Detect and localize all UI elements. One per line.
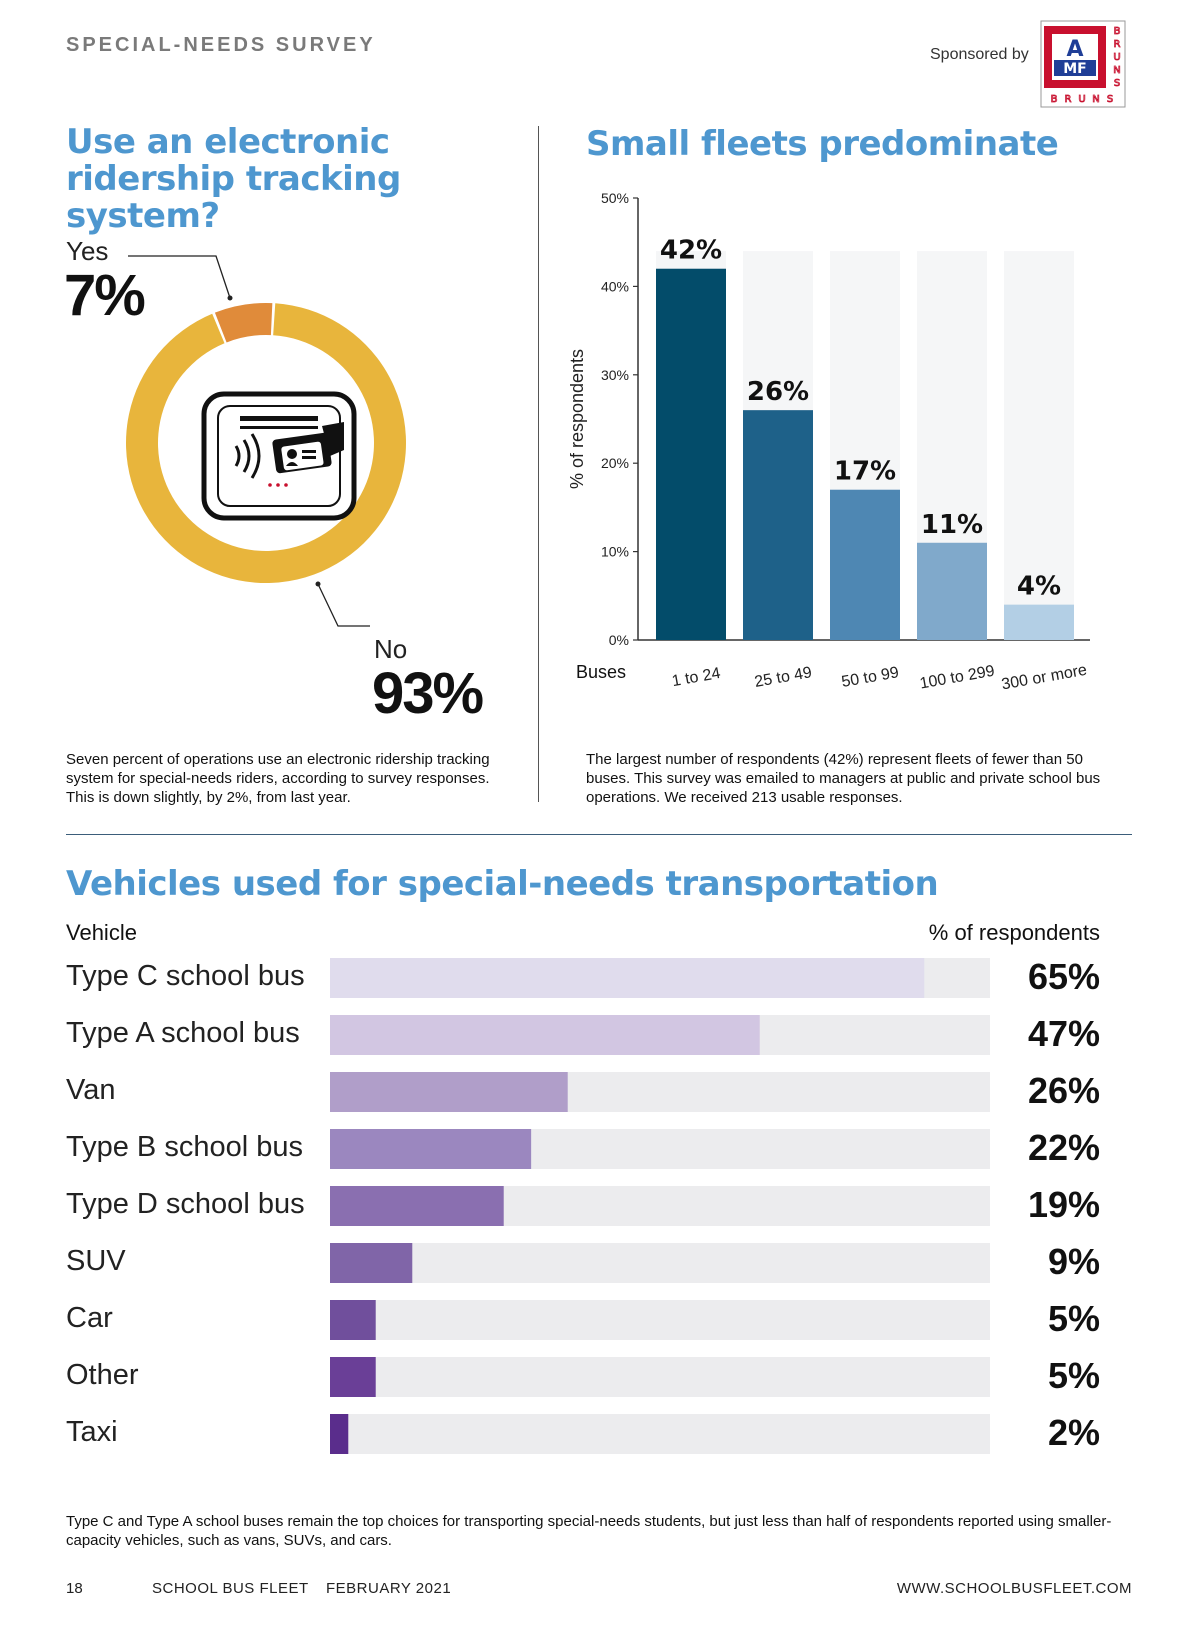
vehicle-value: 26% <box>1027 1070 1100 1111</box>
publication-name: SCHOOL BUS FLEET <box>152 1580 309 1597</box>
yes-leader-dot <box>227 295 233 301</box>
svg-text:N: N <box>1113 65 1120 76</box>
column-divider <box>538 126 539 802</box>
vehicle-label: Type C school bus <box>66 960 305 992</box>
no-leader-line <box>317 583 370 627</box>
svg-text:S: S <box>1107 94 1113 105</box>
vehicle-bar-track <box>330 1357 990 1397</box>
fleet-category-label: 1 to 24 <box>671 665 722 690</box>
svg-text:U: U <box>1113 52 1120 63</box>
y-tick-label: 40% <box>601 278 629 294</box>
svg-text:B: B <box>1051 94 1058 105</box>
vehicle-bar-6 <box>330 1243 413 1283</box>
sponsor-text: Sponsored by <box>930 46 1029 63</box>
y-tick-label: 30% <box>601 367 629 383</box>
bar-backdrop <box>1004 251 1074 640</box>
vehicle-bar-5 <box>330 1186 504 1226</box>
vehicle-bar-3 <box>330 1072 568 1112</box>
percent-column-header: % of respondents <box>928 920 1100 945</box>
no-value: 93% <box>372 661 484 726</box>
vehicle-value: 65% <box>1027 956 1100 997</box>
vehicle-value: 5% <box>1047 1355 1100 1396</box>
fleet-bar-value-label: 11% <box>921 510 983 540</box>
vehicle-label: Type D school bus <box>66 1188 305 1220</box>
vehicle-label: Taxi <box>66 1416 118 1448</box>
fleet-bar-5 <box>1004 604 1074 640</box>
donut-caption: Seven percent of operations use an elect… <box>66 751 490 806</box>
website-url: WWW.SCHOOLBUSFLEET.COM <box>896 1580 1132 1597</box>
survey-kicker: SPECIAL-NEEDS SURVEY <box>66 34 376 56</box>
vehicle-bar-9 <box>330 1414 349 1454</box>
vehicle-value: 19% <box>1027 1184 1100 1225</box>
donut-slice-yes <box>214 303 273 343</box>
vehicle-label: SUV <box>66 1245 126 1277</box>
vehicle-label: Van <box>66 1074 116 1106</box>
vehicle-section-title: Vehicles used for special-needs transpor… <box>66 864 939 904</box>
vehicle-bar-track <box>330 1414 990 1454</box>
fleet-bar-2 <box>743 410 813 640</box>
svg-text:S: S <box>1114 78 1120 89</box>
no-label: No <box>374 634 408 664</box>
fleet-category-label: 50 to 99 <box>840 664 900 691</box>
y-axis-label: % of respondents <box>570 349 587 489</box>
fleet-category-label: 300 or more <box>1000 662 1088 694</box>
vehicle-caption: Type C and Type A school buses remain th… <box>66 1513 1112 1549</box>
fleet-bar-3 <box>830 489 900 640</box>
page-number: 18 <box>66 1580 83 1597</box>
fleet-category-label: 25 to 49 <box>753 664 813 691</box>
yes-label: Yes <box>66 236 109 266</box>
vehicle-value: 22% <box>1027 1127 1100 1168</box>
vehicle-value: 5% <box>1047 1298 1100 1339</box>
svg-text:A: A <box>1066 37 1083 62</box>
section-divider <box>66 834 1132 835</box>
vehicle-bar-track <box>330 1243 990 1283</box>
y-tick-label: 50% <box>601 190 629 206</box>
fleet-category-label: 100 to 299 <box>919 663 997 693</box>
fleet-bar-4 <box>917 542 987 640</box>
x-axis-label: Buses <box>576 662 626 682</box>
vehicle-value: 47% <box>1027 1013 1100 1054</box>
vehicle-bar-8 <box>330 1357 376 1397</box>
vehicle-bar-chart: 0%10%20%30%40%50%60%70% <box>330 958 990 1454</box>
fleet-bar-value-label: 42% <box>660 236 722 266</box>
fleet-bar-value-label: 26% <box>747 377 809 407</box>
svg-text:R: R <box>1065 94 1072 105</box>
vehicle-bar-1 <box>330 958 925 998</box>
svg-text:N: N <box>1092 94 1099 105</box>
vehicle-bar-4 <box>330 1129 532 1169</box>
y-tick-label: 0% <box>609 632 629 648</box>
fleet-bar-value-label: 17% <box>834 457 896 487</box>
donut-section-title: Use an electronic ridership tracking sys… <box>66 122 401 236</box>
y-tick-label: 10% <box>601 544 629 560</box>
vehicle-label: Car <box>66 1302 113 1334</box>
yes-leader-line <box>128 255 231 299</box>
donut-chart <box>125 255 406 627</box>
fleet-caption: The largest number of respondents (42%) … <box>586 751 1101 806</box>
issue-date: FEBRUARY 2021 <box>326 1580 452 1597</box>
fleet-section-title: Small fleets predominate <box>586 124 1059 164</box>
fleet-bar-1 <box>656 268 726 640</box>
vehicle-bar-7 <box>330 1300 376 1340</box>
y-tick-label: 20% <box>601 455 629 471</box>
vehicle-label: Type A school bus <box>66 1017 300 1049</box>
fleet-bar-chart: 0% 10% 20% 30% 40% 50% % of respondents 42% 1 to… <box>570 190 1090 694</box>
vehicle-label: Type B school bus <box>66 1131 303 1163</box>
vehicle-label: Other <box>66 1359 139 1391</box>
svg-text:U: U <box>1078 94 1085 105</box>
svg-text:MF: MF <box>1063 61 1087 77</box>
no-leader-dot <box>315 581 321 587</box>
yes-value: 7% <box>64 263 146 328</box>
svg-text:B: B <box>1114 26 1121 37</box>
vehicle-bar-track <box>330 1300 990 1340</box>
vehicle-value: 9% <box>1047 1241 1100 1282</box>
vehicle-column-header: Vehicle <box>66 920 137 945</box>
card-reader-icon <box>201 391 357 521</box>
fleet-bar-value-label: 4% <box>1017 572 1061 602</box>
vehicle-value: 2% <box>1047 1412 1100 1453</box>
svg-text:R: R <box>1114 39 1121 50</box>
vehicle-bar-2 <box>330 1015 760 1055</box>
